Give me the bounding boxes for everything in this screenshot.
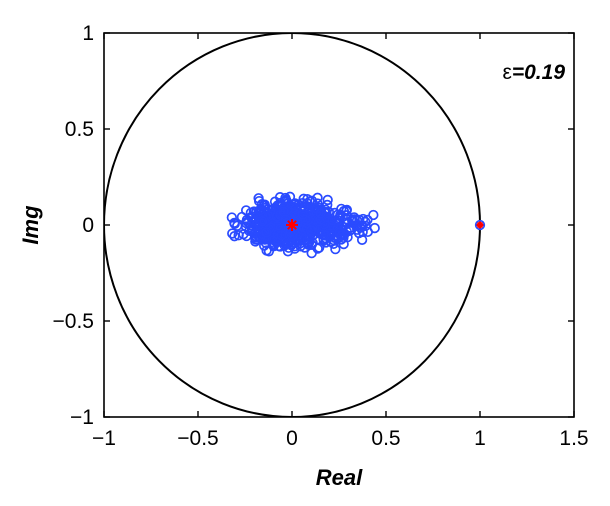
y-tick-label: 0.5 — [65, 118, 94, 141]
x-axis-label: Real — [316, 465, 363, 490]
eigenvalue-point — [255, 204, 266, 216]
eigenvalue-point — [284, 234, 296, 245]
x-tick-label: −0.5 — [177, 427, 218, 450]
eigenvalue-point — [305, 225, 317, 236]
epsilon-annotation: ε=0.19 — [502, 61, 565, 84]
y-tick-label: −0.5 — [53, 310, 94, 333]
eigenvalue-point — [474, 219, 486, 231]
x-tick-label: 1.5 — [559, 427, 588, 450]
eigenvalue-point — [368, 209, 379, 221]
eigenvalue-point — [315, 214, 326, 225]
eigenvalue-point — [255, 232, 266, 243]
x-tick-label: −1 — [92, 427, 116, 450]
red-star-marker — [476, 221, 484, 229]
eigenvalue-point — [315, 208, 326, 219]
eigenvalue-point — [306, 248, 317, 259]
eigenvalue-point — [232, 220, 243, 231]
eigenvalue-point — [276, 230, 287, 241]
eigenvalue-point — [256, 210, 268, 221]
eigenvalue-point — [341, 205, 352, 217]
eigenvalue-point — [318, 235, 329, 246]
x-tick-label: 1 — [474, 427, 486, 450]
y-tick-label: 1 — [82, 22, 94, 45]
eigenvalue-point — [320, 230, 331, 241]
eigenvalue-point — [275, 223, 286, 234]
eigenvalue-point — [247, 223, 258, 234]
eigenvalue-point — [226, 212, 237, 223]
eigenvalue-point — [360, 220, 371, 232]
red-star-marker — [286, 219, 298, 231]
eigenvalue-point — [229, 231, 240, 242]
plot-marks — [104, 33, 486, 417]
epsilon-symbol: ε — [502, 61, 511, 84]
x-tick-label: 0.5 — [371, 427, 400, 450]
y-tick-label: 0 — [82, 214, 94, 237]
eigenvalue-point — [312, 198, 323, 209]
eigenvalue-point — [349, 214, 360, 225]
eigenvalue-point — [284, 191, 296, 202]
eigenvalue-point — [244, 225, 255, 237]
eigenvalue-point — [240, 205, 252, 216]
eigenvalue-point — [327, 215, 338, 226]
eigenvalue-point — [289, 241, 300, 252]
plot-area — [104, 33, 486, 417]
eigenvalue-point — [299, 203, 311, 214]
eigenvalue-point — [229, 218, 240, 230]
eigenvalue-point — [227, 228, 238, 239]
eigenvalue-point — [261, 227, 272, 238]
eigenvalue-point — [279, 207, 291, 218]
y-tick-label: −1 — [70, 406, 94, 429]
eigenvalue-point — [341, 226, 353, 237]
eigenvalue-point — [256, 215, 268, 227]
eigenvalue-point — [357, 226, 368, 238]
x-tick-label: 0 — [286, 427, 298, 450]
eigenvalue-point — [352, 224, 363, 235]
axis-ticks: −1 −0.5 0 0.5 1 1.5 −1 −0.5 0 0.5 1 — [53, 22, 589, 450]
y-axis-label: Img — [18, 205, 43, 245]
eigenvalue-point — [362, 226, 373, 238]
eigenvalue-point — [297, 209, 309, 220]
epsilon-value: =0.19 — [512, 61, 565, 84]
eigenvalue-point — [280, 214, 291, 225]
eigenvalue-point — [253, 193, 264, 204]
eigenvalue-point — [314, 242, 325, 253]
eigenvalue-point — [269, 196, 281, 207]
eigenvalue-point — [322, 194, 333, 206]
eigenvalue-point — [290, 203, 301, 215]
